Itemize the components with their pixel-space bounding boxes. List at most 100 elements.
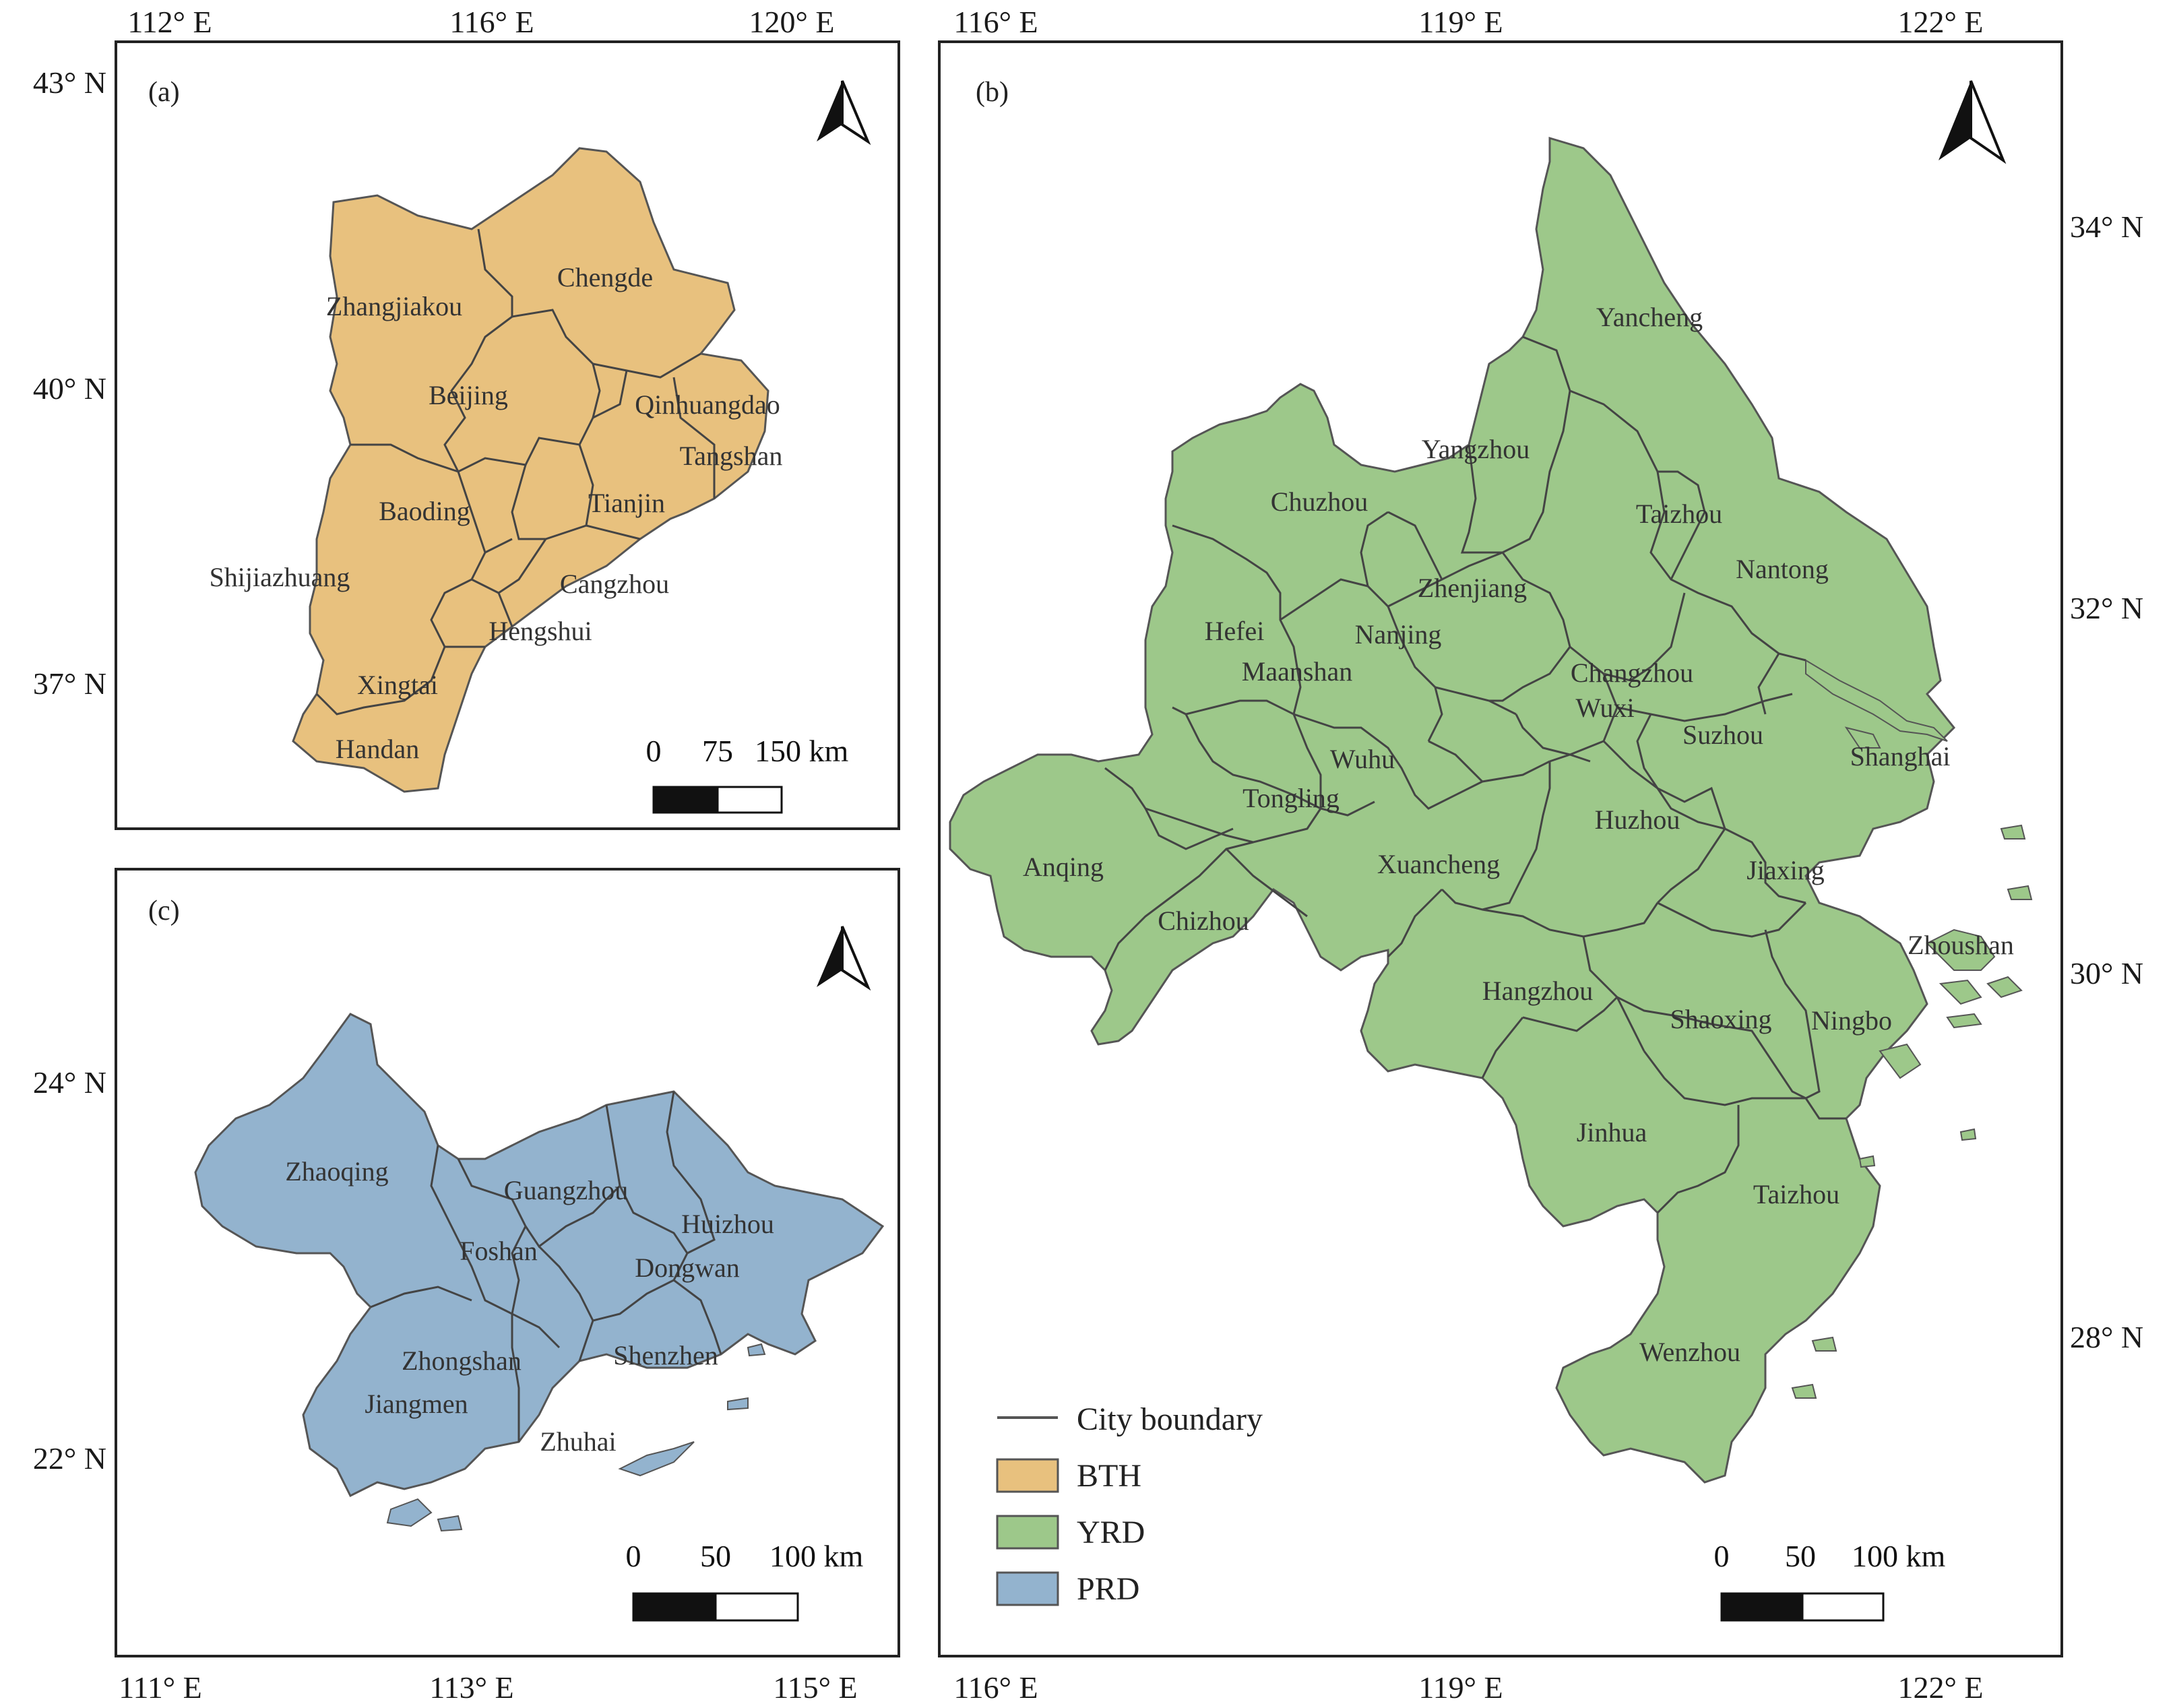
city-label-yancheng: Yancheng <box>1596 302 1703 332</box>
scale-b-zero: 0 <box>1714 1539 1730 1573</box>
city-label-xingtai: Xingtai <box>357 670 438 700</box>
legend-swatch-bth <box>996 1458 1059 1493</box>
panel-b: 116° E 119° E 122° E 116° E 119° E 122° … <box>938 5 2143 1705</box>
panel-b-top-tick-2: 122° E <box>1898 5 1984 39</box>
panel-a-top-tick-1: 116° E <box>449 5 534 39</box>
city-label-ningbo: Ningbo <box>1811 1005 1892 1036</box>
panel-b-bottom-tick-1: 119° E <box>1418 1670 1503 1705</box>
panel-a-label: (a) <box>148 77 180 108</box>
city-label-chengde: Chengde <box>557 262 653 292</box>
panel-b-bottom-tick-0: 116° E <box>953 1670 1038 1705</box>
scale-c-zero: 0 <box>626 1539 641 1573</box>
prd-region <box>194 1013 885 1498</box>
legend-boundary-label: City boundary <box>1077 1401 1263 1437</box>
panel-c-bottom-tick-0: 111° E <box>119 1670 202 1705</box>
panel-c-scale-bar: 0 50 100 km <box>626 1539 864 1622</box>
scale-b-mid: 50 <box>1785 1539 1816 1573</box>
city-label-jiangmen: Jiangmen <box>365 1389 468 1419</box>
city-label-hefei: Hefei <box>1205 616 1265 646</box>
city-label-shanghai: Shanghai <box>1850 741 1951 771</box>
scale-a-zero: 0 <box>646 734 662 768</box>
city-label-baoding: Baoding <box>379 496 470 526</box>
city-label-zhongshan: Zhongshan <box>402 1346 522 1376</box>
city-label-nantong: Nantong <box>1736 554 1829 584</box>
city-label-wuhu: Wuhu <box>1330 744 1395 774</box>
city-label-foshan: Foshan <box>460 1236 538 1266</box>
north-arrow-icon <box>817 926 871 991</box>
legend-swatch-prd <box>996 1571 1059 1606</box>
city-label-dongwan: Dongwan <box>635 1253 740 1283</box>
panel-c-label: (c) <box>148 895 180 926</box>
yrd-region <box>949 136 1956 1484</box>
legend-label-bth: BTH <box>1077 1458 1141 1494</box>
city-label-zhuhai: Zhuhai <box>540 1426 616 1457</box>
panel-b-right-tick-2: 30° N <box>2070 956 2143 990</box>
city-label-cangzhou: Cangzhou <box>560 569 669 599</box>
panel-c-left-tick-1: 22° N <box>33 1441 106 1476</box>
city-label-chizhou: Chizhou <box>1158 906 1249 936</box>
city-label-huizhou: Huizhou <box>681 1209 774 1239</box>
panel-a-left-tick-0: 43° N <box>33 65 106 100</box>
city-label-jinhua: Jinhua <box>1577 1117 1647 1147</box>
prd-islands <box>386 1343 766 1532</box>
city-label-wuxi: Wuxi <box>1575 693 1634 723</box>
city-label-guangzhou: Guangzhou <box>504 1175 628 1205</box>
panel-c-left-tick-0: 24° N <box>33 1065 106 1100</box>
city-label-changzhou: Changzhou <box>1571 658 1693 688</box>
city-label-hengshui: Hengshui <box>489 616 592 646</box>
city-label-shaoxing: Shaoxing <box>1670 1004 1771 1034</box>
panel-b-frame <box>938 40 2063 1657</box>
city-label-taizhou-south: Taizhou <box>1753 1179 1839 1209</box>
city-label-zhenjiang: Zhenjiang <box>1418 573 1527 603</box>
city-label-xuancheng: Xuancheng <box>1377 849 1500 879</box>
city-label-anqing: Anqing <box>1023 852 1104 882</box>
city-label-tongling: Tongling <box>1242 783 1340 813</box>
panel-b-right-tick-3: 28° N <box>2070 1320 2143 1354</box>
city-label-maanshan: Maanshan <box>1242 656 1352 687</box>
panel-c-frame <box>115 868 900 1657</box>
panel-a-left-tick-1: 40° N <box>33 371 106 406</box>
scale-c-mid: 50 <box>700 1539 731 1573</box>
city-label-zhangjiakou: Zhangjiakou <box>326 291 462 321</box>
yrd-city-boundaries <box>1104 336 1846 1214</box>
north-arrow-icon <box>817 80 871 146</box>
panel-a-left-tick-2: 37° N <box>33 666 106 701</box>
panel-a: 112° E 116° E 120° E 43° N 40° N 37° N (… <box>33 5 900 830</box>
city-label-handan: Handan <box>336 734 419 764</box>
panel-b-bottom-tick-2: 122° E <box>1898 1670 1984 1705</box>
north-arrow-icon <box>1939 80 2007 164</box>
city-label-qinhuangdao: Qinhuangdao <box>635 389 780 420</box>
city-label-huzhou: Huzhou <box>1595 804 1680 835</box>
city-label-tangshan: Tangshan <box>680 441 783 471</box>
scale-a-end: 150 km <box>755 734 849 768</box>
city-label-taizhou-north: Taizhou <box>1636 499 1722 529</box>
prd-city-boundaries <box>370 1091 722 1442</box>
scale-a-mid: 75 <box>702 734 733 768</box>
panel-a-frame <box>115 40 900 830</box>
panel-a-top-tick-0: 112° E <box>127 5 212 39</box>
city-label-yangzhou: Yangzhou <box>1422 434 1530 464</box>
city-label-tianjin: Tianjin <box>588 488 665 518</box>
scale-c-end: 100 km <box>769 1539 864 1573</box>
city-label-beijing: Beijing <box>429 380 508 410</box>
city-label-wenzhou: Wenzhou <box>1639 1337 1740 1367</box>
city-label-suzhou: Suzhou <box>1682 720 1763 750</box>
bth-city-boundaries <box>315 228 716 716</box>
panel-b-top-tick-0: 116° E <box>953 5 1038 39</box>
city-label-shenzhen: Shenzhen <box>613 1340 718 1370</box>
city-label-hangzhou: Hangzhou <box>1482 976 1593 1006</box>
panel-c-bottom-tick-1: 113° E <box>429 1670 513 1705</box>
city-label-zhoushan: Zhoushan <box>1908 930 2014 960</box>
city-label-jiaxing: Jiaxing <box>1746 855 1825 885</box>
panel-a-scale-bar: 0 75 150 km <box>646 734 849 814</box>
legend: City boundary BTH YRD PRD <box>996 1401 1263 1607</box>
legend-label-prd: PRD <box>1077 1571 1139 1607</box>
yrd-islands <box>1791 659 2033 1399</box>
panel-b-right-tick-0: 34° N <box>2070 210 2143 244</box>
city-label-chuzhou: Chuzhou <box>1271 486 1368 517</box>
panel-c-bottom-tick-2: 115° E <box>773 1670 857 1705</box>
legend-swatch-yrd <box>996 1515 1059 1550</box>
panel-b-label: (b) <box>976 77 1009 108</box>
panel-b-top-tick-1: 119° E <box>1418 5 1503 39</box>
city-label-nanjing: Nanjing <box>1355 619 1442 650</box>
